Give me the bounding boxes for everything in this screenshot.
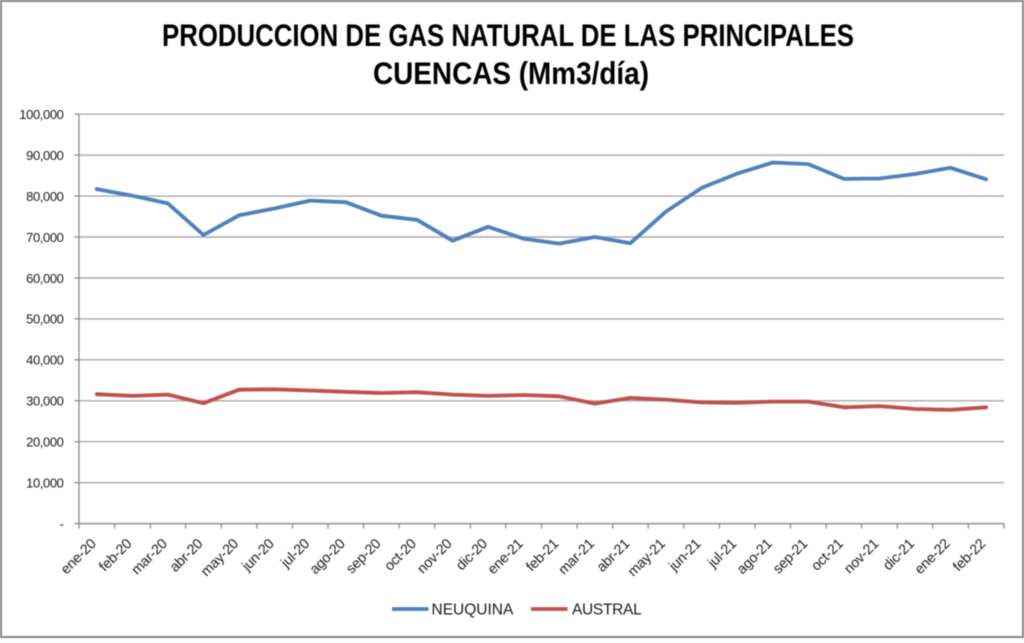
svg-text:30,000: 30,000 [26,394,64,409]
svg-text:20,000: 20,000 [26,435,64,450]
svg-text:10,000: 10,000 [26,476,64,491]
svg-text:50,000: 50,000 [26,312,64,327]
svg-text:80,000: 80,000 [26,189,64,204]
svg-text:PRODUCCION DE GAS NATURAL DE L: PRODUCCION DE GAS NATURAL DE LAS PRINCIP… [162,17,854,53]
svg-text:70,000: 70,000 [26,230,64,245]
svg-text:AUSTRAL: AUSTRAL [572,602,642,619]
svg-text:60,000: 60,000 [26,271,64,286]
svg-text:40,000: 40,000 [26,353,64,368]
svg-text:NEUQUINA: NEUQUINA [432,602,514,619]
svg-text:100,000: 100,000 [19,107,63,122]
svg-text:90,000: 90,000 [26,148,64,163]
svg-text:CUENCAS (Mm3/día): CUENCAS (Mm3/día) [373,55,649,91]
svg-text:-: - [60,516,64,531]
